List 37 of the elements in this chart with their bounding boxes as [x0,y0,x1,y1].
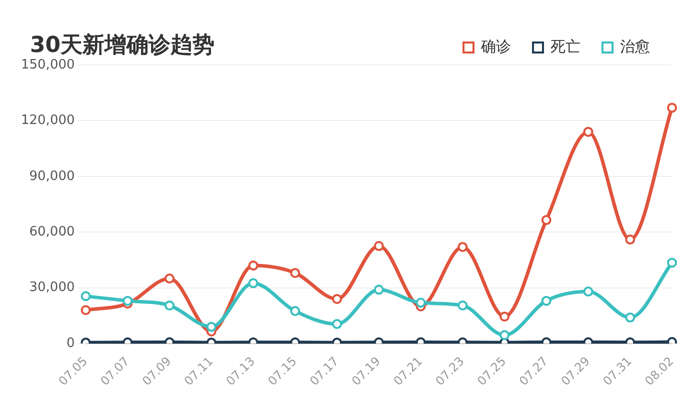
point [583,126,594,137]
point [248,278,258,288]
legend-label: 治愈 [620,37,650,56]
point [667,258,677,268]
chart-title: 30天新增确诊趋势 [30,32,215,58]
point [374,241,384,252]
point [374,284,384,295]
point [332,319,342,330]
point [625,234,636,245]
point [332,294,342,304]
y-tick-label: 30,000 [29,280,75,296]
legend-label: 确诊 [480,37,511,56]
point [625,312,636,323]
point [500,312,510,322]
point [458,242,468,252]
point [583,286,594,297]
point [206,322,216,332]
point [541,215,552,226]
point [458,300,468,310]
legend-label: 死亡 [550,37,580,56]
point [80,305,91,316]
point [290,268,300,278]
y-tick-label: 90,000 [29,168,75,184]
y-tick-label: 0 [66,336,75,351]
y-tick-label: 120,000 [20,113,75,128]
point [290,306,300,316]
y-tick-label: 60,000 [29,224,75,240]
point [541,296,552,306]
y-tick-label: 150,000 [20,57,75,72]
point [667,102,677,113]
point [248,260,258,271]
point [164,300,175,310]
point [164,274,175,284]
point [500,330,510,340]
point [416,298,426,308]
point [80,291,91,302]
point [122,296,133,306]
